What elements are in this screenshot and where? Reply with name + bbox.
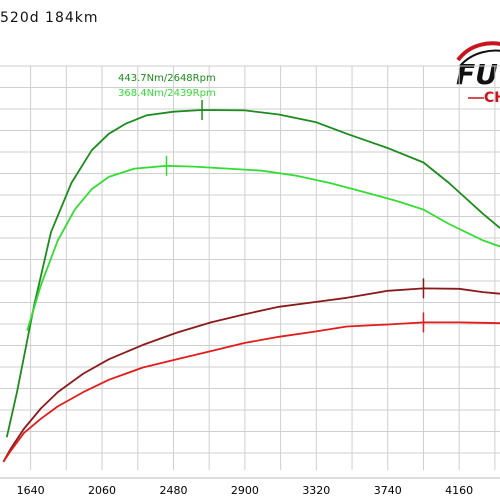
chart-annotations: 443.7Nm/2648Rpm 368.4Nm/2439Rpm: [118, 73, 425, 333]
x-tick-label: 1640: [17, 484, 45, 497]
x-tick-label: 2480: [159, 484, 187, 497]
peak-label-2: 368.4Nm/2439Rpm: [118, 88, 216, 99]
x-axis: 1640 2060 2480 2900 3320 3740 4160: [0, 477, 500, 497]
x-tick-label: 3740: [374, 484, 402, 497]
x-tick-label: 2900: [231, 484, 259, 497]
logo-swoosh-icon: [456, 41, 500, 99]
logo-main-text: FU: [456, 58, 498, 91]
x-tick-label: 4160: [445, 484, 473, 497]
series-line-3: [2, 287, 500, 463]
logo-sub-text: CH: [484, 90, 500, 106]
chart-grid: [0, 65, 500, 470]
page-title: 520d 184km: [0, 10, 99, 26]
series-line-4: [2, 321, 500, 463]
series-line-1: [5, 109, 500, 438]
chart-series: [2, 109, 500, 463]
x-tick-label: 3320: [302, 484, 330, 497]
series-line-2: [26, 164, 500, 331]
brand-logo: FU CH: [450, 40, 500, 110]
peak-label-1: 443.7Nm/2648Rpm: [118, 73, 216, 84]
x-tick-label: 2060: [88, 484, 116, 497]
